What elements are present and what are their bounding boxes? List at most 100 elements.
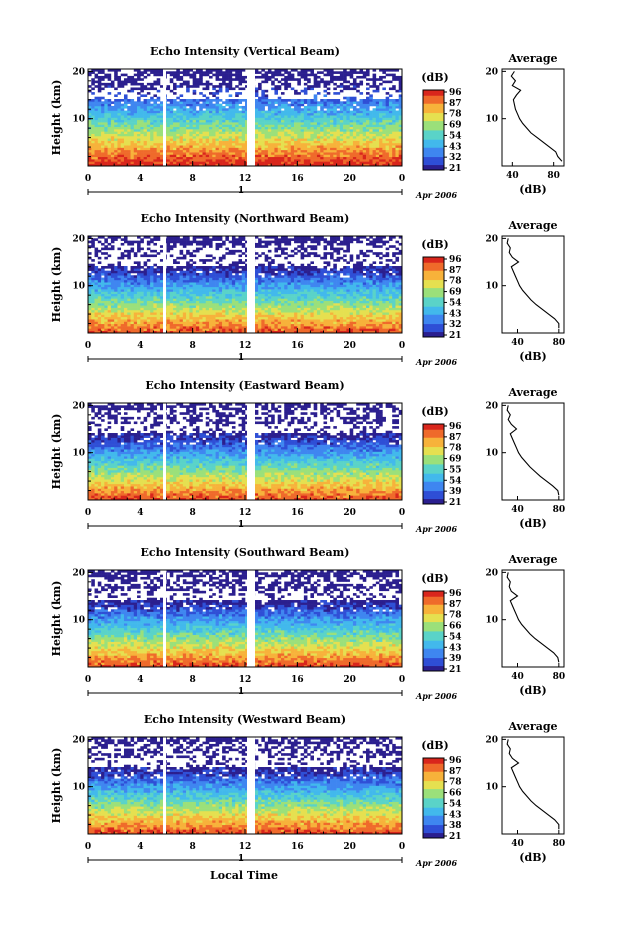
colorbar-tick-label: 21 xyxy=(449,832,462,842)
heatmap-cells xyxy=(88,69,403,167)
colorbar-tick-label: 66 xyxy=(449,622,462,632)
average-title: Average xyxy=(507,52,557,65)
y-axis-label: Height (km) xyxy=(50,414,63,490)
panel-4: Echo Intensity (Westward Beam)2010Height… xyxy=(50,713,565,868)
colorbar-tick-label: 54 xyxy=(449,476,462,486)
profile-x-tick-label: 40 xyxy=(511,839,524,849)
colorbar-tick-label: 87 xyxy=(449,99,462,109)
average-profile: Average 20 10 40 80 (dB) xyxy=(485,720,565,864)
x-tick-label: 20 xyxy=(343,508,356,518)
colorbar-tick-label: 43 xyxy=(449,309,462,319)
colorbar-tick-label: 87 xyxy=(449,433,462,443)
colorbar-tick-label: 32 xyxy=(449,153,462,163)
colorbar-tick-label: 39 xyxy=(449,654,462,664)
y-tick-label: 10 xyxy=(72,616,85,626)
x-tick-label: 4 xyxy=(137,174,143,184)
y-axis-label: Height (km) xyxy=(50,80,63,156)
profile-x-tick-label: 40 xyxy=(506,171,519,181)
profile-y-tick-label: 20 xyxy=(485,401,498,411)
month-label: Apr 2006 xyxy=(415,858,458,868)
y-tick-label: 10 xyxy=(72,282,85,292)
x-tick-label: 16 xyxy=(291,842,304,852)
x-tick-label: 0 xyxy=(399,842,405,852)
heatmap-cells xyxy=(88,570,403,668)
y-tick-label: 20 xyxy=(72,234,85,244)
data-gap xyxy=(163,737,166,834)
heatmap-cells xyxy=(88,737,403,835)
colorbar xyxy=(422,590,445,672)
colorbar-tick-label: 43 xyxy=(449,643,462,653)
x-tick-label: 0 xyxy=(85,174,91,184)
month-label: Apr 2006 xyxy=(415,691,458,701)
colorbar-tick-label: 55 xyxy=(449,465,462,475)
x-tick-label: 16 xyxy=(291,508,304,518)
average-title: Average xyxy=(507,720,557,733)
y-tick-label: 10 xyxy=(72,449,85,459)
profile-frame xyxy=(501,569,565,668)
x-tick-label: 8 xyxy=(190,341,196,351)
panel-1: Echo Intensity (Northward Beam)2010Heigh… xyxy=(50,212,565,367)
x-tick-label: 20 xyxy=(343,341,356,351)
date-label: 1 xyxy=(238,854,244,864)
colorbar-tick-label: 54 xyxy=(449,131,462,141)
average-title: Average xyxy=(507,553,557,566)
panel-title: Echo Intensity (Eastward Beam) xyxy=(145,379,344,392)
profile-y-tick-label: 10 xyxy=(485,115,498,125)
month-label: Apr 2006 xyxy=(415,190,458,200)
x-tick-label: 16 xyxy=(291,341,304,351)
y-axis-label: Height (km) xyxy=(50,581,63,657)
average-profile: Average 20 10 40 80 (dB) xyxy=(485,553,565,697)
x-tick-label: 0 xyxy=(85,675,91,685)
profile-frame xyxy=(501,736,565,835)
x-tick-label: 4 xyxy=(137,341,143,351)
y-tick-label: 10 xyxy=(72,783,85,793)
y-tick-label: 20 xyxy=(72,401,85,411)
x-tick-label: 12 xyxy=(239,174,252,184)
data-gap xyxy=(247,236,255,333)
panel-3: Echo Intensity (Southward Beam)2010Heigh… xyxy=(50,546,565,701)
profile-x-tick-label: 40 xyxy=(511,338,524,348)
colorbar-tick-label: 54 xyxy=(449,632,462,642)
profile-frame xyxy=(501,235,565,334)
profile-x-label: (dB) xyxy=(519,684,546,697)
x-tick-label: 4 xyxy=(137,508,143,518)
x-tick-label: 8 xyxy=(190,675,196,685)
x-tick-label: 16 xyxy=(291,675,304,685)
colorbar-tick-label: 54 xyxy=(449,298,462,308)
y-tick-label: 20 xyxy=(72,735,85,745)
data-gap xyxy=(163,69,166,166)
profile-y-tick-label: 10 xyxy=(485,282,498,292)
colorbar-tick-label: 43 xyxy=(449,810,462,820)
x-tick-label: 12 xyxy=(239,341,252,351)
month-label: Apr 2006 xyxy=(415,524,458,534)
x-tick-label: 0 xyxy=(85,842,91,852)
colorbar xyxy=(422,256,445,338)
date-label: 1 xyxy=(238,687,244,697)
colorbar-tick-label: 54 xyxy=(449,799,462,809)
average-profile: Average 20 10 40 80 (dB) xyxy=(485,219,565,363)
x-tick-label: 8 xyxy=(190,508,196,518)
colorbar-tick-label: 21 xyxy=(449,498,462,508)
x-tick-label: 0 xyxy=(399,675,405,685)
y-tick-label: 20 xyxy=(72,568,85,578)
month-label: Apr 2006 xyxy=(415,357,458,367)
colorbar-tick-label: 69 xyxy=(449,121,462,131)
profile-y-tick-label: 20 xyxy=(485,234,498,244)
x-tick-label: 4 xyxy=(137,675,143,685)
x-tick-label: 20 xyxy=(343,842,356,852)
x-tick-label: 16 xyxy=(291,174,304,184)
profile-line xyxy=(510,71,563,162)
profile-x-tick-label: 80 xyxy=(553,505,566,515)
colorbar-tick-label: 21 xyxy=(449,331,462,341)
colorbar-tick-label: 87 xyxy=(449,767,462,777)
colorbar xyxy=(422,423,445,505)
colorbar-unit: (dB) xyxy=(421,405,448,418)
x-tick-label: 8 xyxy=(190,174,196,184)
colorbar-unit: (dB) xyxy=(421,739,448,752)
profile-line xyxy=(506,238,560,329)
colorbar xyxy=(422,89,445,171)
x-tick-label: 0 xyxy=(399,174,405,184)
profile-y-tick-label: 10 xyxy=(485,616,498,626)
colorbar xyxy=(422,757,445,839)
